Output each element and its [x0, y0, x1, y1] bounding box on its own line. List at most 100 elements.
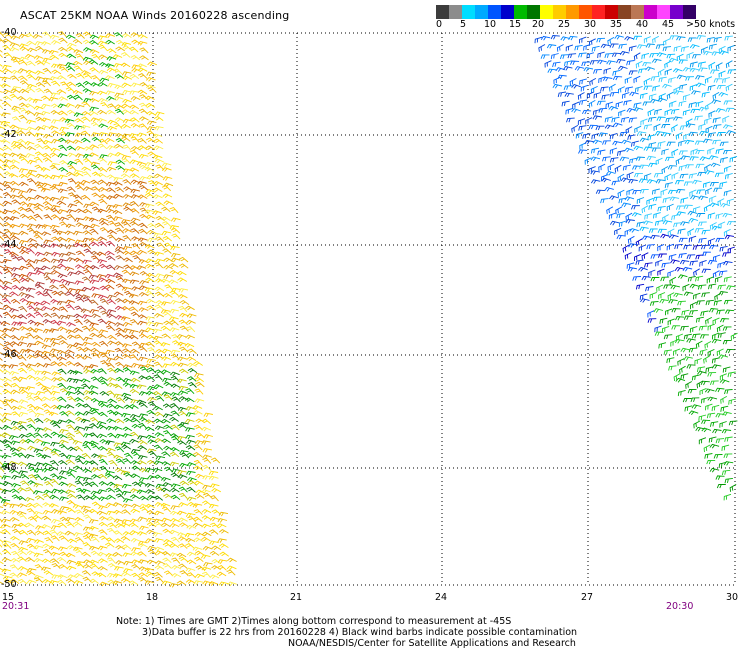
wind-barb	[0, 91, 3, 93]
wind-barb	[49, 494, 60, 500]
wind-barb	[82, 230, 93, 236]
wind-barb	[676, 53, 684, 62]
wind-barb	[137, 180, 147, 186]
wind-barb	[597, 51, 605, 59]
wind-barb	[33, 490, 43, 495]
wind-barb	[646, 244, 655, 250]
lon-label-15: 15	[2, 592, 15, 603]
wind-barb	[169, 542, 180, 548]
wind-barb	[27, 223, 37, 229]
wind-barb	[115, 446, 125, 453]
wind-barb	[83, 186, 94, 191]
wind-barb	[106, 298, 116, 305]
colorbar-swatch	[527, 5, 541, 19]
wind-barb	[717, 332, 726, 339]
wind-barb	[120, 52, 131, 58]
wind-barb	[0, 64, 3, 67]
wind-barb	[11, 474, 21, 480]
wind-barb	[666, 203, 674, 211]
wind-barb	[211, 457, 221, 464]
wind-barb	[83, 336, 93, 342]
wind-barb	[82, 444, 92, 451]
wind-barb	[26, 432, 36, 439]
wind-barb	[178, 256, 189, 263]
wind-barb	[74, 411, 85, 416]
wind-barb	[99, 516, 109, 521]
wind-barb	[128, 580, 139, 586]
wind-barb	[194, 573, 205, 579]
wind-barb	[49, 54, 60, 60]
wind-barb	[130, 217, 141, 223]
wind-barb	[636, 197, 645, 204]
wind-barb	[0, 406, 3, 410]
wind-barb	[137, 439, 148, 445]
wind-barb	[74, 280, 84, 285]
wind-barb	[581, 61, 591, 67]
wind-barb	[155, 258, 165, 264]
wind-barb	[718, 354, 729, 359]
wind-barb	[90, 117, 101, 123]
wind-barb	[67, 271, 77, 277]
wind-barb	[201, 440, 211, 445]
wind-barb	[107, 579, 117, 585]
wind-barb	[657, 68, 665, 77]
wind-barb	[187, 501, 198, 507]
wind-barb	[34, 495, 45, 501]
wind-barb	[146, 522, 157, 528]
wind-barb	[43, 288, 53, 294]
wind-barb	[130, 194, 141, 199]
wind-barb	[121, 392, 132, 398]
wind-barb	[50, 404, 61, 410]
wind-barb	[115, 132, 125, 138]
wind-barb	[123, 498, 133, 503]
wind-barb	[544, 60, 552, 68]
wind-barb	[99, 535, 109, 542]
wind-barb	[72, 370, 83, 375]
wind-barb	[699, 349, 708, 356]
wind-barb	[16, 143, 27, 149]
wind-barb	[74, 125, 84, 130]
wind-barb	[27, 319, 38, 325]
wind-barb	[105, 349, 115, 355]
wind-barb	[701, 268, 711, 274]
wind-barb	[16, 153, 27, 158]
wind-barb	[633, 75, 641, 84]
wind-barb	[130, 431, 140, 438]
wind-barb	[129, 518, 140, 524]
wind-barb	[725, 60, 733, 69]
wind-barb	[638, 178, 649, 184]
wind-barb	[625, 212, 633, 221]
wind-barb	[0, 335, 5, 341]
wind-barb	[49, 328, 59, 333]
wind-barb	[718, 461, 727, 469]
wind-barb	[146, 358, 156, 364]
wind-barb	[43, 489, 53, 495]
wind-barb	[642, 62, 652, 67]
wind-barb	[0, 482, 5, 486]
wind-barb	[617, 189, 625, 198]
wind-barb	[2, 346, 13, 352]
colorbar-label: >50 knots	[686, 19, 736, 30]
wind-barb	[26, 354, 37, 360]
wind-barb	[0, 69, 5, 73]
wind-barb	[121, 42, 132, 47]
wind-barb	[138, 291, 149, 297]
wind-barb	[659, 317, 668, 324]
wind-barb	[192, 522, 203, 528]
wind-barb	[99, 581, 109, 587]
wind-barb	[121, 503, 132, 509]
wind-barb	[644, 173, 652, 180]
wind-barb	[186, 572, 196, 579]
wind-barb	[667, 270, 675, 278]
wind-barb	[113, 291, 124, 297]
wind-barb	[137, 455, 148, 460]
wind-barb	[632, 190, 642, 195]
wind-barb	[193, 537, 204, 542]
wind-barb	[41, 41, 51, 46]
wind-barb	[0, 261, 3, 264]
wind-barb	[0, 461, 4, 467]
wind-barb	[97, 157, 108, 163]
wind-barb	[72, 139, 83, 144]
wind-barb	[719, 421, 727, 428]
wind-barb	[639, 226, 649, 232]
